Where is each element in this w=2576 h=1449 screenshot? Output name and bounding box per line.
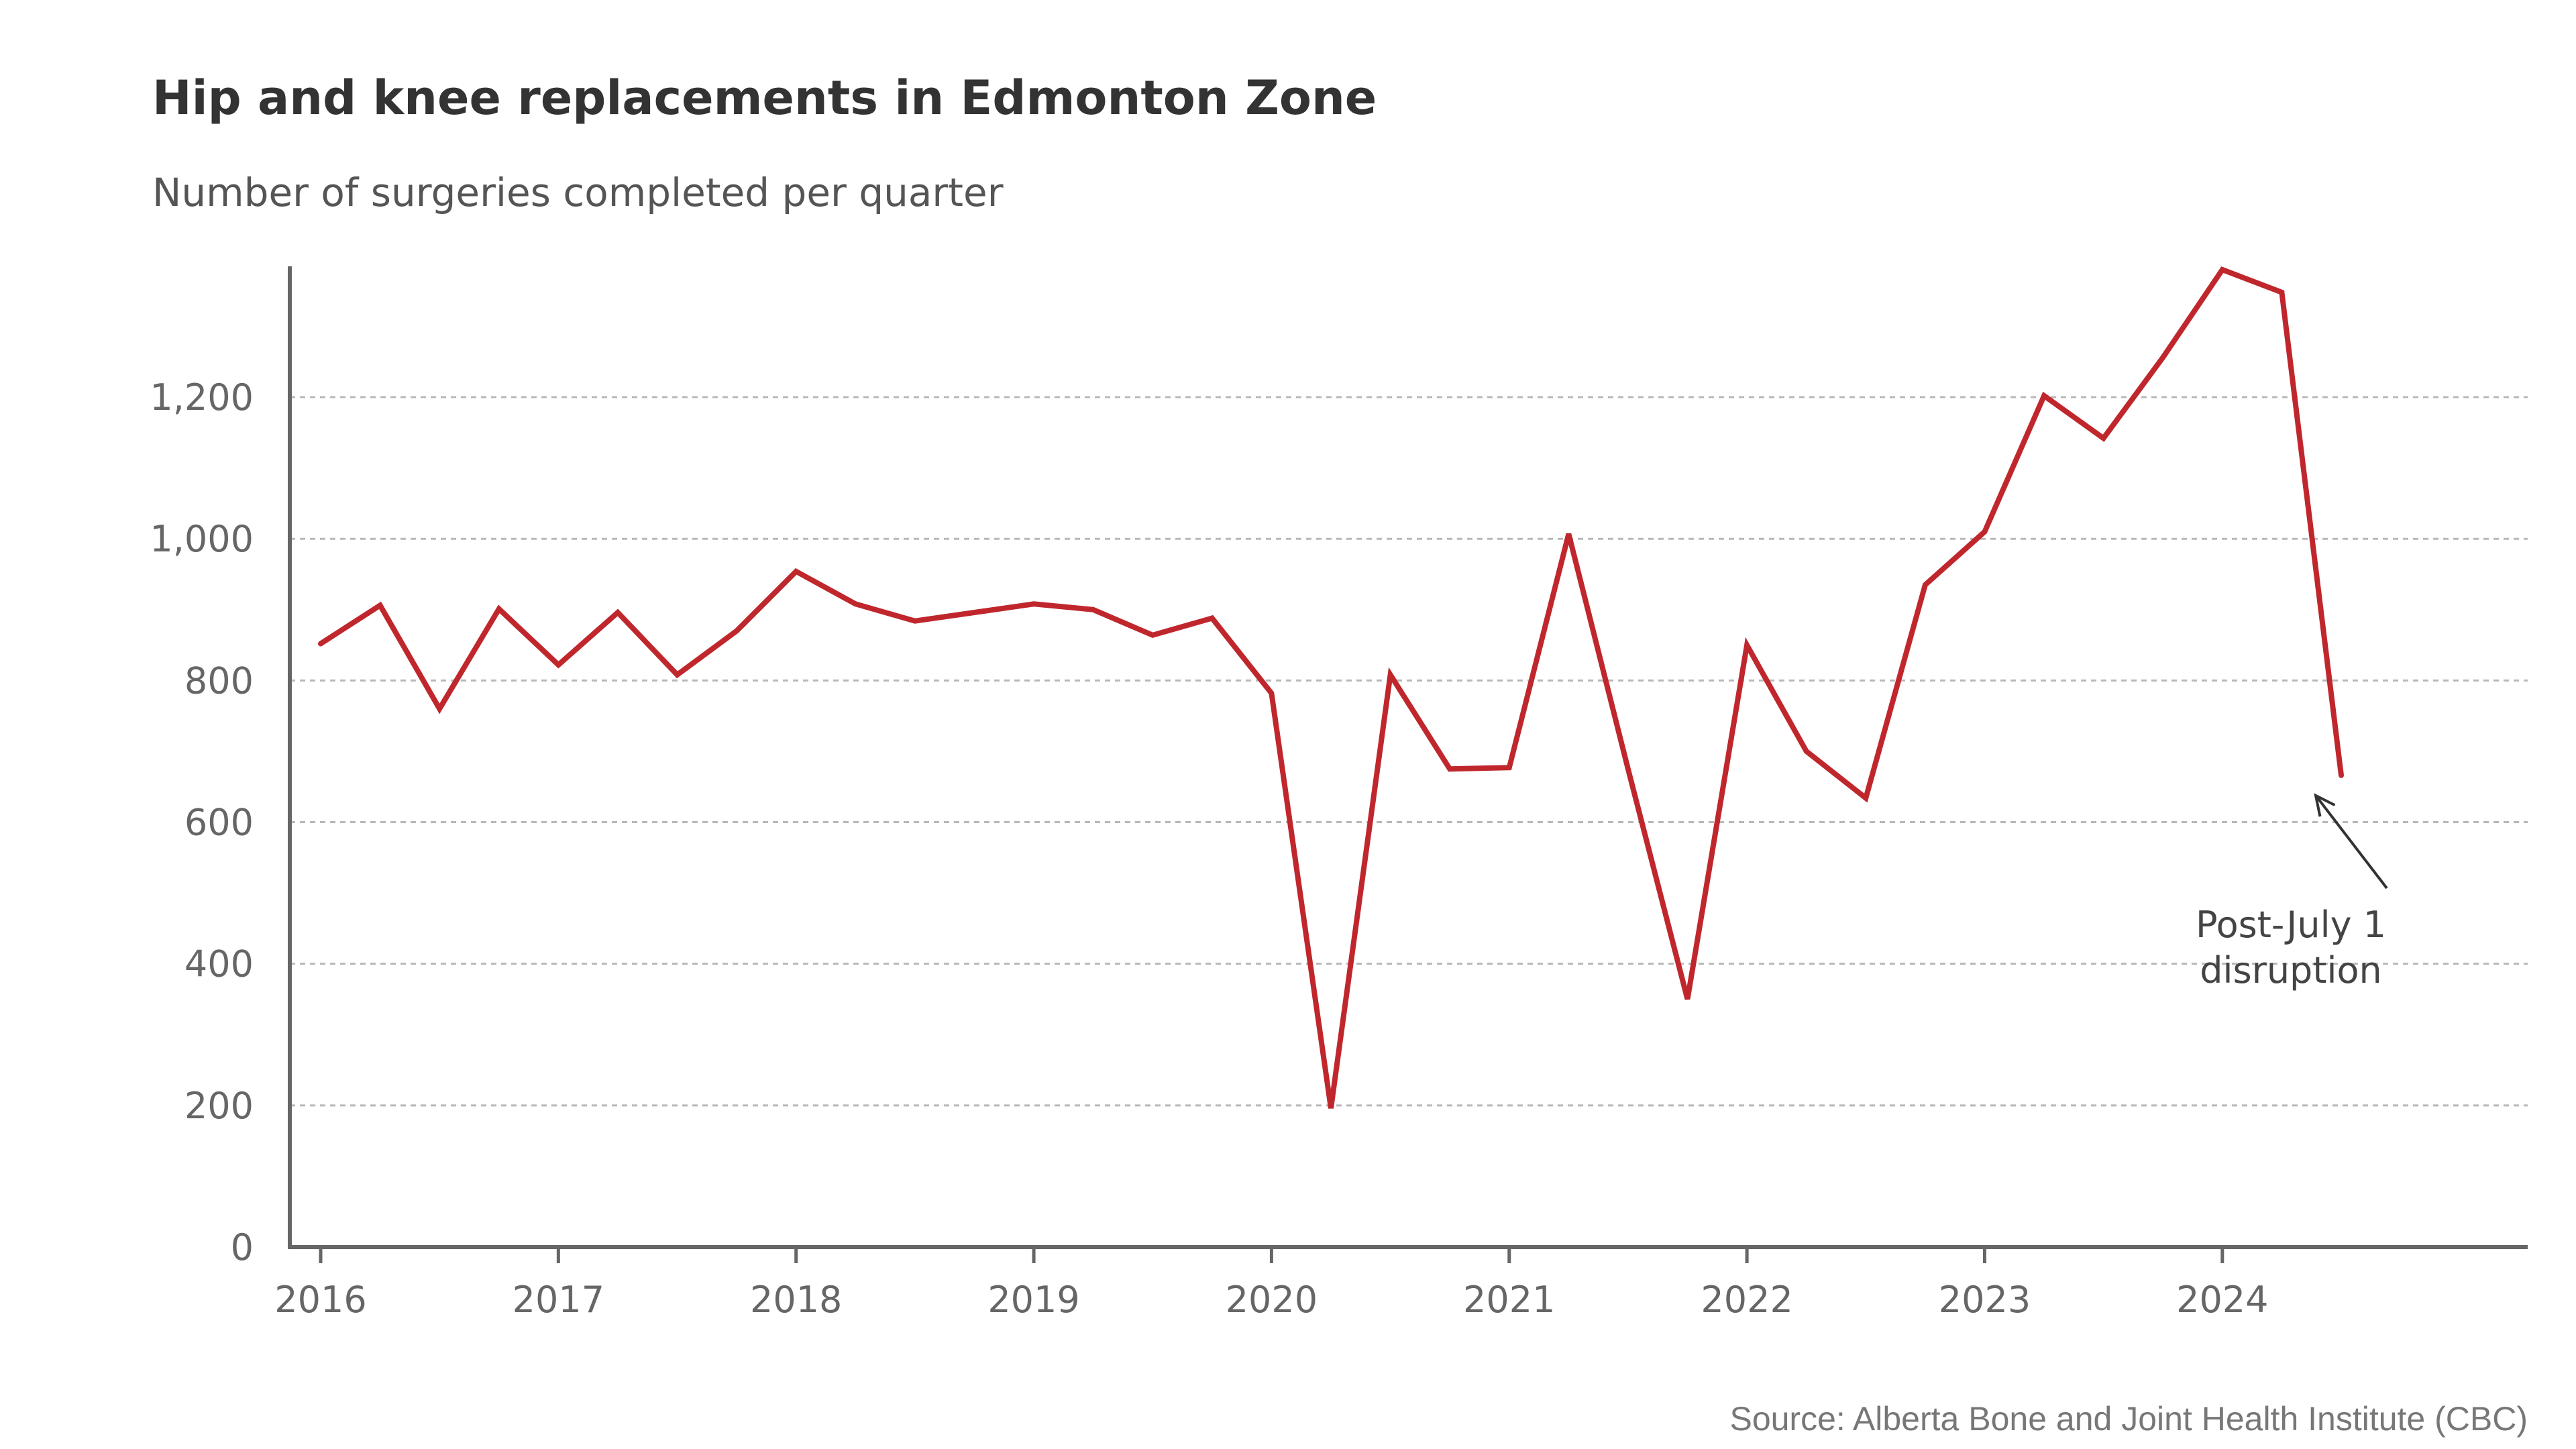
x-tick-label: 2017 <box>513 1279 604 1321</box>
chart-title: Hip and knee replacements in Edmonton Zo… <box>152 70 1377 125</box>
y-tick-label: 1,000 <box>150 518 254 560</box>
y-axis-ticks: 0 200 400 600 800 1,000 1,200 <box>150 376 254 1269</box>
x-tick-label: 2023 <box>1939 1279 2031 1321</box>
annotation-text-line: Post-July 1 <box>2196 904 2386 946</box>
x-tick-label: 2020 <box>1226 1279 1318 1321</box>
x-tick-label: 2022 <box>1701 1279 1792 1321</box>
source-note: Source: Alberta Bone and Joint Health In… <box>1729 1400 2528 1438</box>
y-tick-label: 1,200 <box>150 376 254 419</box>
x-tick-label: 2019 <box>987 1279 1079 1321</box>
x-tick-label: 2024 <box>2176 1279 2268 1321</box>
x-tick-label: 2021 <box>1463 1279 1555 1321</box>
y-tick-label: 200 <box>184 1085 254 1127</box>
x-axis-ticks: 2016 2017 2018 2019 2020 2021 2022 2023 2024 <box>274 1247 2269 1321</box>
annotation-arrow-shaft <box>2314 794 2388 890</box>
y-tick-label: 600 <box>184 802 254 844</box>
series-line <box>318 266 2344 1109</box>
y-tick-label: 400 <box>184 943 254 985</box>
y-tick-label: 800 <box>184 659 254 702</box>
annotation-text-line: disruption <box>2200 949 2382 991</box>
y-tick-label: 0 <box>231 1226 254 1269</box>
x-tick-label: 2018 <box>750 1279 842 1321</box>
chart-subtitle: Number of surgeries completed per quarte… <box>152 170 1004 215</box>
axes <box>288 266 2528 1249</box>
gridlines <box>290 396 2528 1107</box>
x-tick-label: 2016 <box>274 1279 366 1321</box>
annotation-arrow-head <box>2314 793 2336 817</box>
series <box>318 266 2344 1109</box>
